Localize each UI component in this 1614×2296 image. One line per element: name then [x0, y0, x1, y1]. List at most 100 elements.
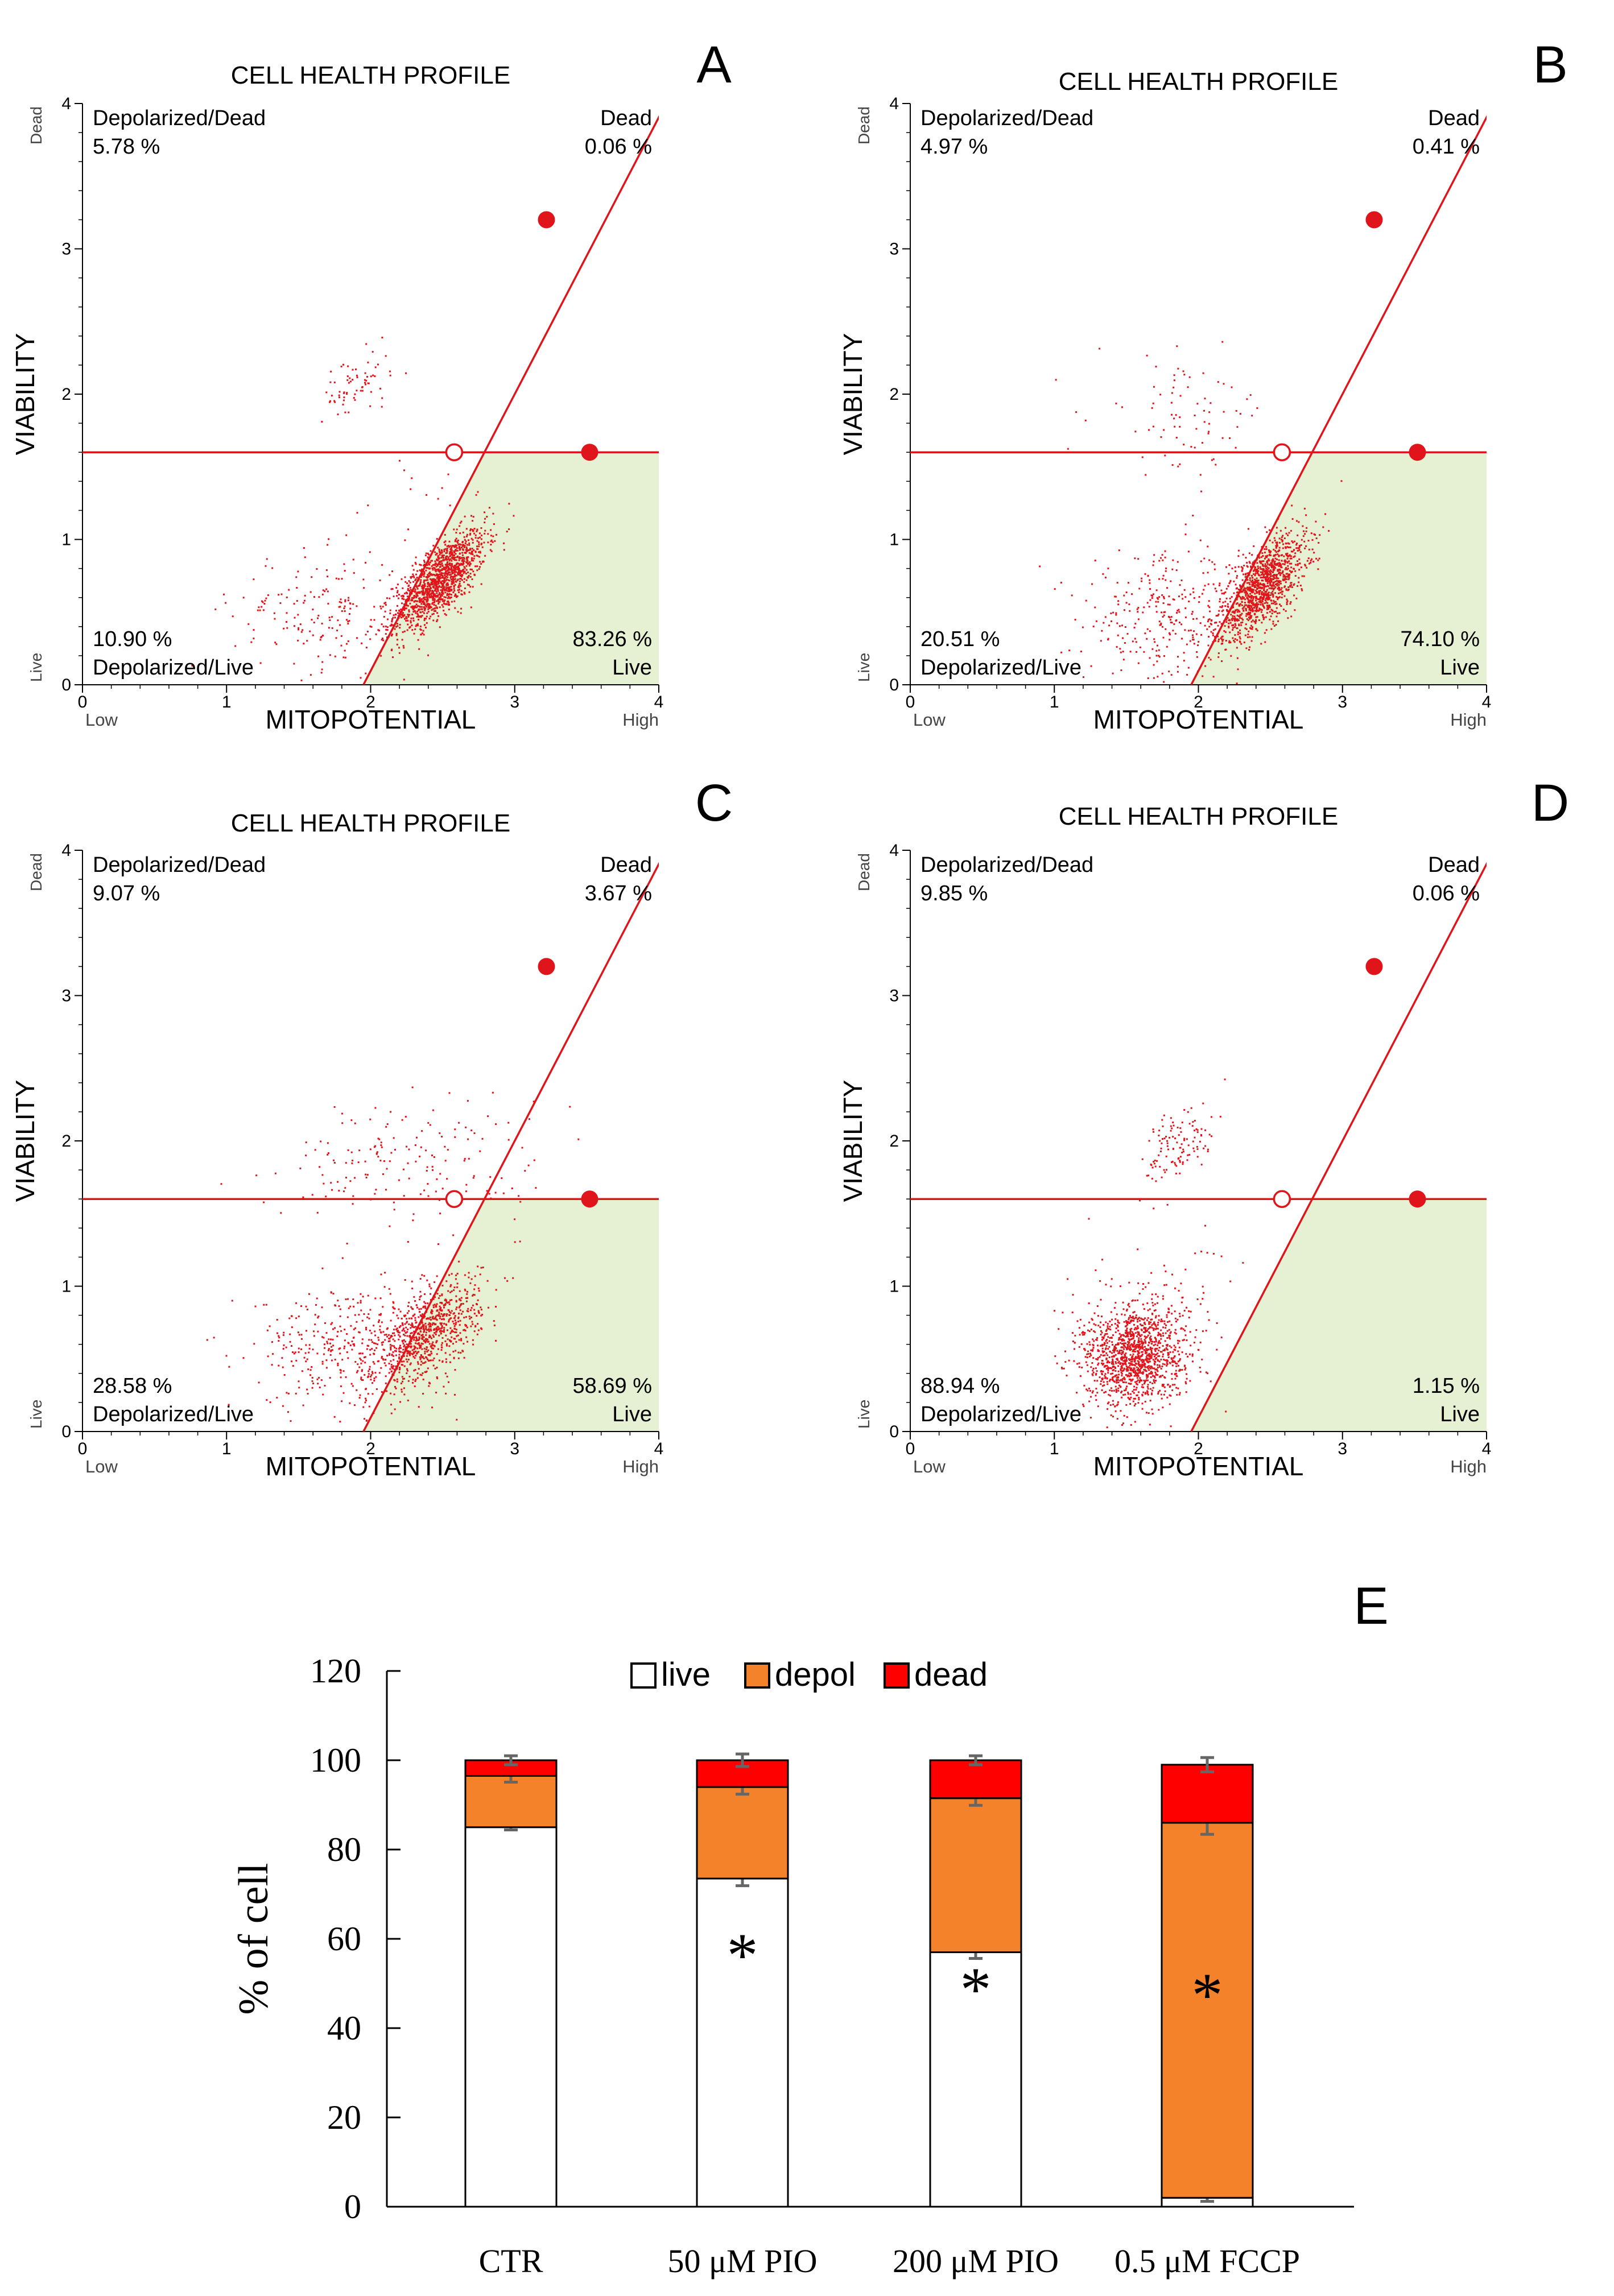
cell-dot	[454, 1393, 456, 1396]
cell-dot	[1179, 425, 1181, 428]
cell-dot	[450, 589, 452, 591]
cell-dot	[452, 555, 454, 556]
cell-dot	[1275, 564, 1277, 566]
cell-dot	[1212, 632, 1214, 634]
cell-dot	[398, 647, 400, 649]
cell-dot	[460, 562, 462, 565]
cell-dot	[414, 1319, 416, 1321]
cell-dot	[487, 533, 489, 535]
cell-dot	[339, 1421, 341, 1423]
cell-dot	[436, 1319, 438, 1321]
cell-dot	[441, 554, 443, 556]
cell-dot	[1175, 619, 1177, 622]
cell-dot	[436, 619, 439, 621]
cell-dot	[1234, 626, 1236, 628]
cell-dot	[463, 581, 465, 583]
cell-dot	[412, 617, 414, 619]
cell-dot	[338, 1190, 340, 1192]
cell-dot	[1286, 600, 1289, 602]
cell-dot	[1304, 547, 1306, 549]
cell-dot	[414, 1337, 415, 1339]
cell-dot	[1122, 1301, 1124, 1304]
cell-dot	[371, 1372, 374, 1375]
cell-dot	[453, 556, 455, 559]
cell-dot	[468, 1276, 470, 1279]
cell-dot	[1178, 609, 1180, 611]
cell-dot	[1248, 599, 1250, 602]
cell-dot	[1204, 585, 1206, 587]
cell-dot	[1166, 587, 1168, 589]
cell-dot	[421, 1322, 423, 1324]
cell-dot	[1282, 547, 1284, 549]
cell-dot	[1152, 593, 1154, 595]
cell-dot	[1222, 601, 1224, 603]
cell-dot	[389, 370, 391, 373]
y-tick-label: 1	[61, 1277, 71, 1296]
cell-dot	[259, 609, 261, 611]
cell-dot	[403, 609, 406, 611]
cell-dot	[361, 1370, 363, 1372]
cell-dot	[1179, 463, 1181, 465]
cell-dot	[1272, 587, 1274, 589]
cell-dot	[415, 625, 417, 627]
cell-dot	[462, 531, 464, 533]
cell-dot	[299, 623, 302, 626]
cell-dot	[362, 578, 365, 581]
cell-dot	[420, 1327, 422, 1329]
cell-dot	[348, 597, 350, 599]
cell-dot	[1256, 569, 1258, 572]
cell-dot	[455, 1295, 457, 1297]
cell-dot	[1243, 597, 1245, 599]
cell-dot	[1128, 582, 1129, 584]
cell-dot	[402, 1378, 404, 1380]
cell-dot	[1249, 588, 1252, 590]
cell-dot	[1270, 578, 1272, 581]
cell-dot	[446, 1178, 448, 1180]
cell-dot	[341, 1122, 344, 1124]
cell-dot	[441, 565, 444, 567]
cell-dot	[410, 606, 412, 608]
cell-dot	[465, 1184, 468, 1186]
cell-dot	[1147, 677, 1149, 679]
cell-dot	[473, 1288, 476, 1290]
cell-dot	[382, 606, 384, 608]
cell-dot	[449, 597, 451, 599]
cell-dot	[467, 560, 469, 562]
cell-dot	[453, 545, 456, 547]
cell-dot	[1288, 532, 1290, 534]
cell-dot	[1281, 597, 1283, 599]
cell-dot	[291, 1315, 292, 1317]
cell-dot	[348, 620, 350, 622]
cell-dot	[413, 1345, 415, 1347]
cell-dot	[1177, 561, 1179, 563]
cell-dot	[436, 1327, 438, 1330]
cell-dot	[386, 618, 389, 620]
cell-dot	[1254, 572, 1257, 574]
cell-dot	[1174, 1349, 1177, 1351]
cell-dot	[415, 573, 417, 576]
cell-dot	[481, 1137, 484, 1140]
cell-dot	[422, 590, 424, 592]
cell-dot	[415, 595, 418, 598]
cell-dot	[1193, 643, 1195, 645]
cell-dot	[437, 563, 440, 565]
cell-dot	[445, 1280, 448, 1283]
cell-dot	[453, 573, 456, 576]
cell-dot	[1170, 580, 1172, 582]
cell-dot	[1232, 606, 1234, 609]
cell-dot	[427, 610, 430, 613]
cell-dot	[448, 1321, 450, 1323]
cell-dot	[1207, 572, 1209, 574]
cell-dot	[420, 1360, 423, 1363]
cell-dot	[1240, 590, 1243, 593]
y-tick-label: 4	[61, 841, 71, 860]
cell-dot	[416, 600, 419, 602]
cell-dot	[421, 608, 423, 610]
cell-dot	[1099, 347, 1101, 350]
cell-dot	[1198, 596, 1200, 598]
cell-dot	[1238, 624, 1240, 626]
cell-dot	[441, 1294, 443, 1296]
cell-dot	[390, 588, 393, 590]
cell-dot	[389, 1368, 391, 1370]
cell-dot	[1245, 609, 1247, 611]
